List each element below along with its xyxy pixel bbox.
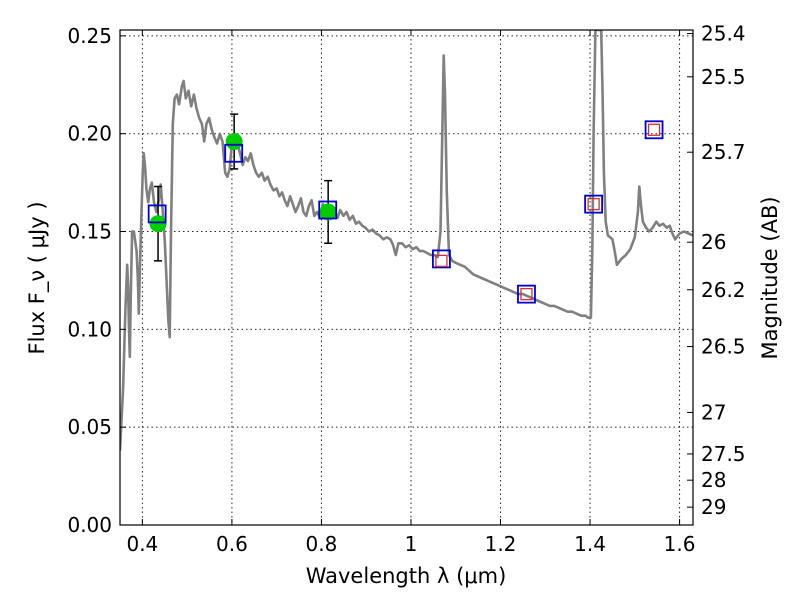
y-axis-right-label: Magnitude (AB) bbox=[758, 196, 782, 359]
model-flux-square bbox=[224, 143, 244, 163]
axis-tick-labels: 0.4 0.6 0.8 1 1.2 1.4 1.6 0.00 0.05 0.10 0.15 0.20 0… bbox=[67, 22, 745, 556]
x-tick-label: 0.4 bbox=[126, 532, 158, 556]
right-tick-label: 25.5 bbox=[701, 65, 746, 89]
observed-flux-point bbox=[225, 133, 243, 151]
model-flux-square bbox=[584, 194, 604, 214]
grid-lines bbox=[120, 30, 693, 526]
predicted-flux-square bbox=[587, 197, 600, 211]
observed-flux-point bbox=[319, 203, 337, 221]
model-flux-square bbox=[644, 120, 664, 140]
y-tick-label: 0.00 bbox=[67, 513, 112, 537]
predicted-flux-square bbox=[435, 254, 448, 268]
y-tick-label: 0.20 bbox=[67, 122, 112, 146]
predicted-flux-square bbox=[647, 123, 661, 136]
observed-flux-point bbox=[149, 215, 167, 233]
predicted-flux-square bbox=[520, 287, 533, 301]
y-tick-label: 0.15 bbox=[67, 220, 112, 244]
y-tick-label: 0.05 bbox=[67, 415, 112, 439]
x-axis-label: Wavelength λ (μm) bbox=[306, 564, 507, 588]
model-flux-square bbox=[517, 284, 536, 304]
x-tick-label: 0.6 bbox=[216, 532, 248, 556]
x-tick-label: 1.6 bbox=[664, 532, 696, 556]
right-tick-label: 26.5 bbox=[701, 335, 746, 359]
y-axis-label: Flux F_ν ( μJy ) bbox=[25, 201, 50, 354]
right-tick-label: 29 bbox=[701, 495, 726, 519]
y-tick-label: 0.10 bbox=[67, 317, 112, 341]
x-tick-label: 0.8 bbox=[306, 532, 338, 556]
right-tick-label: 26 bbox=[701, 230, 726, 254]
x-tick-label: 1.4 bbox=[574, 532, 606, 556]
plot-frame bbox=[119, 29, 694, 526]
model-flux-square bbox=[147, 204, 167, 224]
axis-ticks bbox=[120, 30, 693, 526]
y-tick-label: 0.25 bbox=[67, 24, 112, 48]
right-tick-label: 27.5 bbox=[701, 442, 746, 466]
model-spectrum-line bbox=[120, 30, 693, 451]
x-tick-label: 1 bbox=[405, 532, 418, 556]
plot-area bbox=[120, 30, 693, 451]
right-tick-label: 25.4 bbox=[701, 22, 746, 46]
right-tick-label: 28 bbox=[701, 468, 726, 492]
right-tick-label: 26.2 bbox=[701, 278, 746, 302]
model-flux-square bbox=[432, 249, 451, 269]
x-tick-label: 1.2 bbox=[485, 532, 517, 556]
right-tick-label: 27 bbox=[701, 400, 726, 424]
model-flux-square bbox=[318, 200, 338, 220]
right-tick-label: 25.7 bbox=[701, 140, 746, 164]
